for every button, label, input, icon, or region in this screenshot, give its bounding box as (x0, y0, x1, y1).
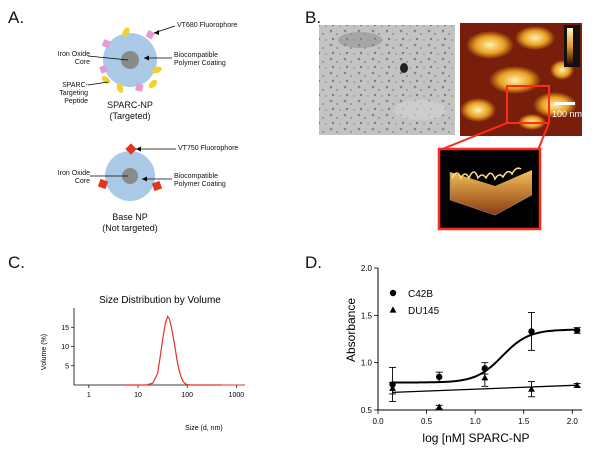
peptide-label: SPARC-Targeting Peptide (59, 82, 88, 105)
nanoparticle-schematics (87, 25, 176, 201)
fluorophore-mark (151, 180, 163, 192)
du145-point (528, 385, 535, 392)
x-tick-label: 1 (87, 392, 91, 399)
y-tick-label: 15 (61, 325, 69, 332)
sparc-coating-label: Biocompatible Polymer Coating (174, 52, 226, 67)
base-coating-label: Biocompatible Polymer Coating (174, 173, 226, 188)
peptide-mark (101, 76, 111, 84)
du145-fit-line (392, 384, 578, 394)
fluorophore-mark (145, 29, 155, 40)
chart-c-ylabel: Volume (%) (41, 334, 48, 370)
sparc-np-name: SPARC-NP (107, 100, 153, 110)
c42b-point (481, 365, 489, 372)
x-tick-label: 0.0 (372, 417, 384, 426)
zoom-region-box (506, 85, 550, 124)
peptide-mark (122, 27, 130, 37)
y-tick-label: 10 (61, 344, 69, 351)
legend-label: DU145 (408, 306, 440, 317)
scale-bar (555, 102, 575, 105)
y-tick-label: 0.5 (361, 406, 373, 415)
iron-oxide-core (122, 168, 138, 184)
size-distribution-chart: Size Distribution by Volume Size (d, nm)… (41, 295, 245, 432)
vt750-label: VT750 Fluorophore (178, 145, 239, 152)
c42b-point (573, 327, 581, 334)
fluorophore-mark (101, 39, 111, 49)
sparc-np-status: (Targeted) (109, 111, 151, 121)
panel-d-label: D. (305, 253, 322, 272)
base-np-status: (Not targeted) (102, 223, 158, 233)
panel-b-label: B. (305, 8, 322, 27)
y-tick-label: 1.0 (361, 359, 373, 368)
vt680-label: VT680 Fluorophore (177, 22, 238, 29)
y-tick-label: 1.5 (361, 311, 373, 320)
size-distribution-line (123, 315, 222, 386)
peptide-mark (152, 66, 162, 74)
peptide-mark (148, 79, 158, 89)
legend-du145-marker (389, 306, 397, 313)
afm-image (460, 23, 582, 136)
tem-image (319, 25, 455, 135)
x-tick-label: 1.0 (470, 417, 482, 426)
x-tick-label: 0.5 (421, 417, 433, 426)
c42b-point (528, 328, 535, 335)
base-core-label: Iron Oxide Core (57, 170, 90, 185)
chart-c-xlabel: Size (d, nm) (185, 425, 223, 432)
chart-d-xlabel: log [nM] SPARC-NP (422, 431, 529, 445)
x-tick-label: 100 (181, 392, 193, 399)
microscopy-images (319, 23, 582, 231)
du145-point (573, 381, 581, 388)
scale-bar-label: 100 nm (552, 109, 583, 119)
legend-label: C42B (408, 289, 433, 300)
sparc-core-label: Iron Oxide Core (57, 51, 90, 66)
panel-a-label: A. (8, 8, 25, 27)
panel-c-label: C. (8, 253, 25, 272)
chart-d-ylabel: Absorbance (344, 298, 358, 362)
iron-oxide-core (121, 51, 139, 69)
y-tick-label: 2.0 (361, 264, 373, 273)
legend-c42b-marker (389, 289, 397, 297)
x-tick-label: 10 (134, 392, 142, 399)
sparc-np-diagram (87, 25, 176, 93)
y-tick-label: 5 (65, 363, 69, 370)
fluorophore-mark (99, 64, 109, 74)
du145-point (389, 384, 396, 391)
du145-point (435, 403, 443, 410)
base-np-diagram (90, 143, 176, 201)
x-tick-label: 2.0 (567, 417, 579, 426)
fluorophore-mark (97, 178, 109, 190)
c42b-point (436, 373, 443, 381)
base-np-name: Base NP (112, 212, 148, 222)
x-tick-label: 1.5 (518, 417, 530, 426)
x-tick-label: 1000 (229, 392, 245, 399)
peptide-mark (116, 83, 124, 93)
du145-point (481, 374, 489, 381)
chart-c-title: Size Distribution by Volume (99, 295, 221, 306)
absorbance-chart: Absorbance log [nM] SPARC-NP 0.0 0.5 1.0 1.… (344, 264, 582, 445)
afm-3d-inset (437, 147, 542, 231)
fluorophore-mark (135, 83, 144, 92)
